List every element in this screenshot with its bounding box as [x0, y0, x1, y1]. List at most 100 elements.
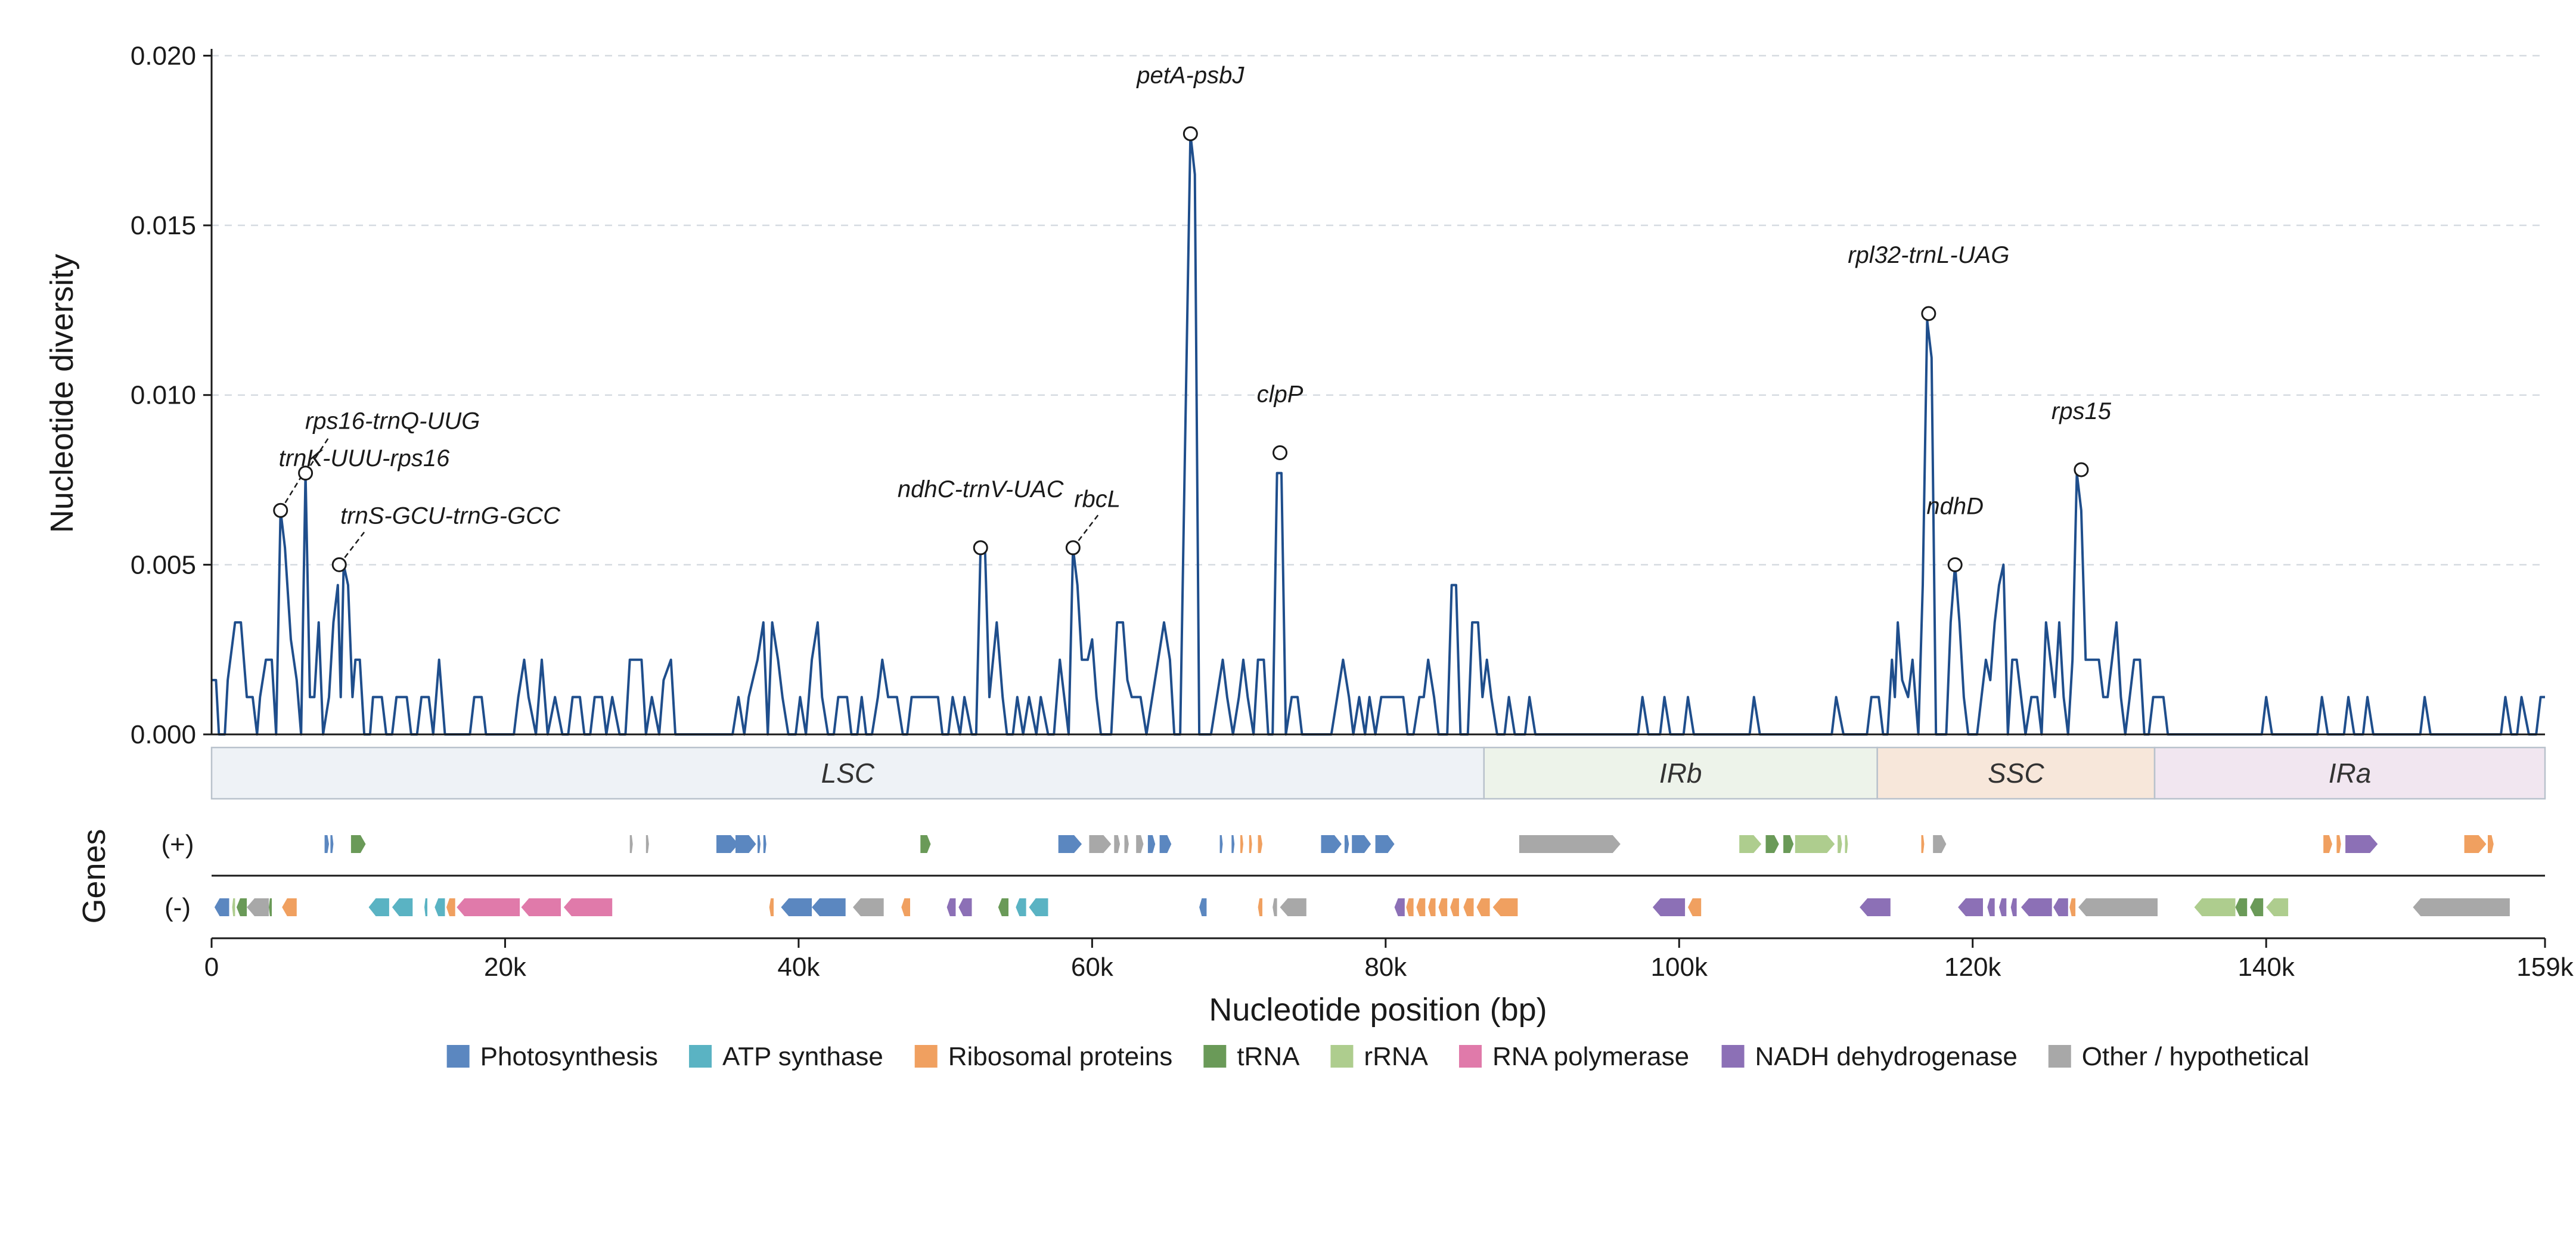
gene-arrow [236, 898, 247, 916]
y-tick-label: 0.000 [131, 720, 196, 749]
legend: Photosynthesis ATP synthase Ribosomal prot… [446, 1042, 2310, 1071]
gene-arrow [629, 835, 633, 853]
gene-arrow [1519, 835, 1621, 853]
gene-arrow [645, 835, 649, 853]
y-tick-label: 0.005 [131, 550, 196, 579]
peak-label: trnS-GCU-trnG-GCC [340, 503, 561, 529]
gene-arrow [1406, 898, 1414, 916]
gene-arrow [946, 898, 956, 916]
gene-arrow [2010, 898, 2017, 916]
genes-axis-title: Genes [76, 829, 112, 923]
x-tick-label: 159k [2516, 953, 2574, 982]
gene-arrow [758, 835, 761, 853]
gene-arrow [1795, 835, 1835, 853]
legend-label: Other / hypothetical [2082, 1042, 2310, 1071]
peak-label: ndhD [1926, 493, 1984, 519]
gene-arrow [2194, 898, 2236, 916]
peak-label: rps16-trnQ-UUG [305, 408, 480, 434]
gene-arrow [1199, 898, 1207, 916]
legend-swatch [914, 1045, 938, 1068]
gene-arrow [1652, 898, 1686, 916]
gene-arrow [1999, 898, 2007, 916]
gene-arrow [1089, 835, 1112, 853]
peak-label: rps15 [2052, 398, 2112, 424]
gene-arrow [324, 835, 329, 853]
gene-arrow [2464, 835, 2487, 853]
gene-arrow [1394, 898, 1405, 916]
gene-arrow [392, 898, 413, 916]
gene-arrow [1860, 898, 1891, 916]
x-tick-label: 60k [1071, 953, 1114, 982]
gene-arrow [1147, 835, 1156, 853]
gene-arrow [2266, 898, 2289, 916]
peak-marker [1273, 445, 1288, 460]
diversity-line-layer [212, 132, 2545, 736]
peak-label: clpP [1257, 382, 1303, 408]
region-label: IRa [2329, 758, 2372, 789]
legend-label: rRNA [1364, 1042, 1428, 1071]
gene-arrow [1016, 898, 1026, 916]
y-tick-label: 0.010 [131, 381, 196, 410]
axes: 0.000 0.005 0.010 0.015 0.020 [131, 41, 2545, 749]
grid-lines [212, 55, 2545, 566]
gene-arrow [1428, 898, 1436, 916]
gene-arrow [1029, 898, 1048, 916]
peak-marker [331, 557, 347, 572]
gene-arrow [1765, 835, 1779, 853]
gene-arrow [1258, 898, 1262, 916]
gene-arrow [1136, 835, 1144, 853]
strand-minus-label: (-) [165, 893, 191, 922]
gene-arrow [1321, 835, 1342, 853]
gene-arrow [214, 898, 229, 916]
peak-marker [1065, 540, 1081, 556]
gene-arrow [1463, 898, 1474, 916]
gene-arrow [812, 898, 846, 916]
legend-label: Photosynthesis [480, 1042, 658, 1071]
gene-arrow [1987, 898, 1995, 916]
gene-arrow [1438, 898, 1448, 916]
gene-arrow [763, 835, 766, 853]
gene-arrow [350, 835, 366, 853]
gene-arrow [1352, 835, 1371, 853]
gene-arrow [2053, 898, 2068, 916]
gene-arrow [1114, 835, 1121, 853]
gene-arrow [1921, 835, 1925, 853]
y-tick-label: 0.020 [131, 41, 196, 70]
gene-arrow [434, 898, 445, 916]
peak-marker [298, 466, 314, 481]
region-band [2153, 746, 2546, 800]
gene-arrow [446, 898, 455, 916]
gene-arrow [1416, 898, 1426, 916]
x-tick-label: 140k [2237, 953, 2295, 982]
gene-arrow [232, 898, 235, 916]
gene-arrow [2323, 835, 2332, 853]
legend-swatch [1458, 1045, 1482, 1068]
legend-label: NADH dehydrogenase [1755, 1042, 2018, 1071]
gene-arrow [901, 898, 910, 916]
region-band [1876, 746, 2156, 800]
peak-label: rbcL [1074, 486, 1121, 512]
gene-arrow [1450, 898, 1459, 916]
gene-arrow [282, 898, 297, 916]
x-tick-label: 80k [1364, 953, 1407, 982]
x-tick-label: 40k [777, 953, 820, 982]
peak-marker [273, 503, 288, 518]
peak-leader-line [1072, 514, 1099, 548]
peak-label: ndhC-trnV-UAC [898, 476, 1064, 503]
gene-arrow [1219, 835, 1223, 853]
gene-arrow [563, 898, 613, 916]
gene-arrow [769, 898, 774, 916]
peak-leader-line [339, 531, 365, 566]
genome-regions-track: LSC IRb SSC IRa [210, 746, 2546, 800]
gene-arrow [1845, 835, 1848, 853]
peak-marker [2074, 462, 2089, 477]
gene-arrow [269, 898, 272, 916]
region-band [210, 746, 1485, 800]
gene-arrow [1124, 835, 1129, 853]
region-label: LSC [821, 758, 875, 789]
x-axis-title: Nucleotide position (bp) [1209, 992, 1547, 1028]
legend-label: ATP synthase [722, 1042, 883, 1071]
gene-arrow [1280, 898, 1306, 916]
gene-arrow [1344, 835, 1349, 853]
gene-arrow [1958, 898, 1983, 916]
